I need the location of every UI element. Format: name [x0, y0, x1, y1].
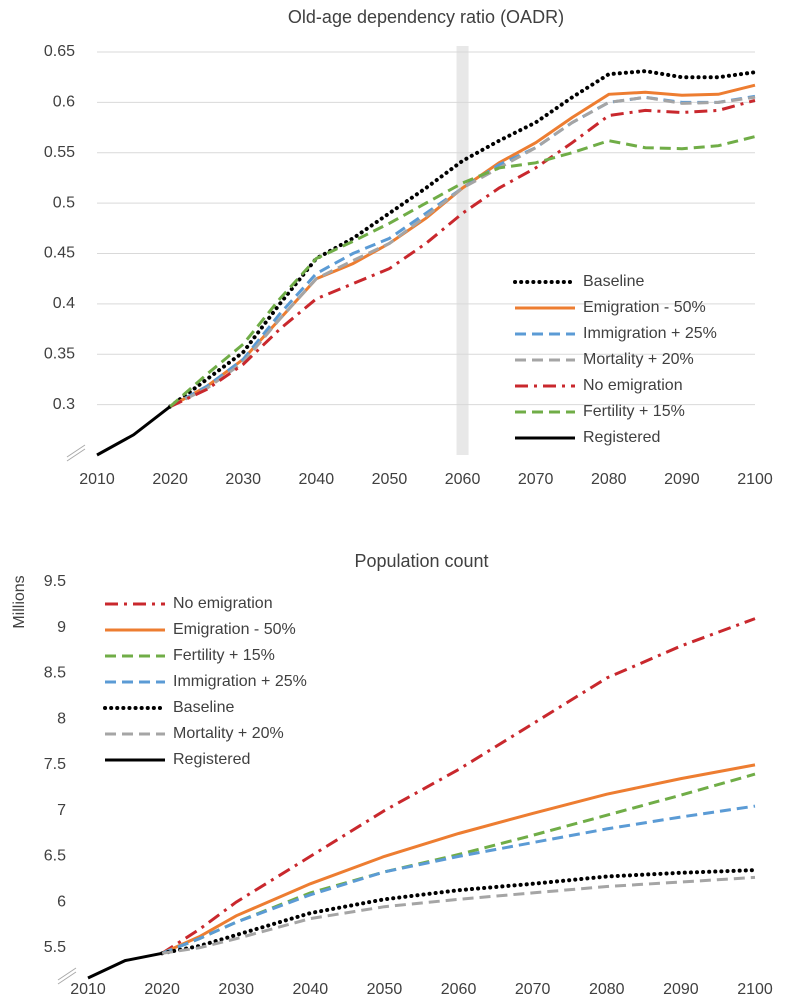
y-tick-label: 8.5 — [44, 665, 66, 682]
y-tick-label: 9.5 — [44, 573, 66, 590]
legend-label: No emigration — [173, 595, 273, 612]
x-tick-label: 2080 — [591, 471, 627, 488]
y-tick-label: 0.5 — [53, 194, 75, 211]
legend-label: No emigration — [583, 377, 683, 394]
y-tick-label: 0.3 — [53, 396, 75, 413]
x-tick-label: 2030 — [225, 471, 261, 488]
legend-label: Mortality + 20% — [583, 351, 694, 368]
x-tick-label: 2070 — [518, 471, 554, 488]
y-tick-label: 6 — [57, 893, 66, 910]
legend-label: Registered — [583, 429, 660, 446]
x-tick-label: 2090 — [664, 471, 700, 488]
x-tick-label: 2050 — [367, 981, 403, 998]
legend-label: Fertility + 15% — [173, 647, 275, 664]
y-tick-label: 0.4 — [53, 295, 75, 312]
y-tick-label: 9 — [57, 619, 66, 636]
y-tick-label: 7 — [57, 802, 66, 819]
x-tick-label: 2050 — [372, 471, 408, 488]
series-line — [161, 875, 756, 955]
legend-label: Baseline — [583, 273, 644, 290]
x-tick-label: 2020 — [152, 471, 188, 488]
legend-label: Immigration + 25% — [583, 325, 717, 342]
legend-label: Immigration + 25% — [173, 673, 307, 690]
series-line — [169, 98, 756, 408]
series-line — [169, 95, 756, 408]
y-tick-label: 0.35 — [44, 345, 75, 362]
x-tick-label: 2100 — [737, 471, 773, 488]
legend-label: Fertility + 15% — [583, 403, 685, 420]
chart-title: Old-age dependency ratio (OADR) — [288, 7, 564, 27]
series-line — [161, 763, 756, 955]
series-line — [161, 772, 756, 955]
y-tick-label: 7.5 — [44, 756, 66, 773]
legend-label: Emigration - 50% — [173, 621, 296, 638]
y-tick-label: 0.45 — [44, 245, 75, 262]
legend-label: Mortality + 20% — [173, 725, 284, 742]
y-tick-label: 0.55 — [44, 144, 75, 161]
legend-label: Baseline — [173, 699, 234, 716]
axis-break — [66, 444, 86, 462]
x-tick-label: 2070 — [515, 981, 551, 998]
chart-title: Population count — [354, 551, 488, 571]
y-tick-label: 8 — [57, 710, 66, 727]
legend-label: Registered — [173, 751, 250, 768]
x-tick-label: 2060 — [445, 471, 481, 488]
series-line — [161, 617, 756, 955]
x-tick-label: 2020 — [144, 981, 180, 998]
y-axis-label: Millions — [11, 575, 28, 628]
x-tick-label: 2030 — [218, 981, 254, 998]
x-tick-label: 2080 — [589, 981, 625, 998]
x-tick-label: 2100 — [737, 981, 773, 998]
series-line — [169, 94, 756, 408]
series-line — [168, 69, 757, 409]
series-line — [161, 804, 756, 955]
legend-label: Emigration - 50% — [583, 299, 706, 316]
x-tick-label: 2040 — [293, 981, 329, 998]
x-tick-label: 2090 — [663, 981, 699, 998]
series-line — [87, 951, 163, 980]
y-tick-label: 6.5 — [44, 848, 66, 865]
axis-break — [57, 967, 77, 985]
series-line — [160, 868, 757, 956]
x-tick-label: 2010 — [79, 471, 115, 488]
x-tick-label: 2060 — [441, 981, 477, 998]
y-tick-label: 5.5 — [44, 939, 66, 956]
y-tick-label: 0.6 — [53, 94, 75, 111]
x-tick-label: 2010 — [70, 981, 106, 998]
highlight-band — [456, 46, 469, 455]
y-tick-label: 0.65 — [44, 43, 75, 60]
series-line — [96, 405, 172, 457]
x-tick-label: 2040 — [299, 471, 335, 488]
